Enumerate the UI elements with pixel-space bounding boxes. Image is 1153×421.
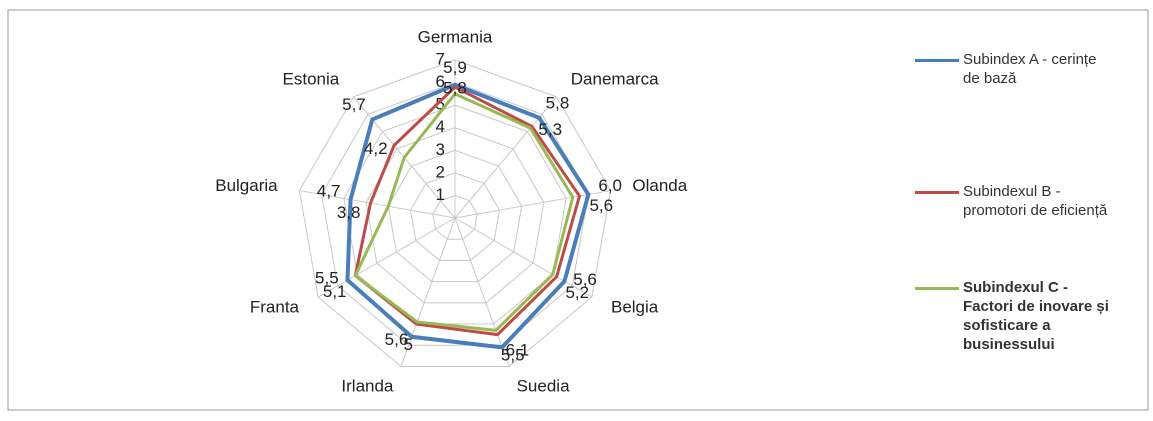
category-label: Franta <box>250 298 300 317</box>
data-label: 4,7 <box>317 181 341 200</box>
data-label: 6,0 <box>598 176 622 195</box>
spoke <box>299 190 456 219</box>
spoke <box>454 217 593 298</box>
data-label: 5,7 <box>342 95 366 114</box>
category-label: Irlanda <box>341 377 394 396</box>
legend-item: Subindex A - cerințe de bază <box>915 50 1145 88</box>
data-label: 5,5 <box>315 269 339 288</box>
data-label: 5,3 <box>538 120 562 139</box>
chart-border <box>7 9 1149 411</box>
category-label: Germania <box>418 27 493 46</box>
data-label: 5,6 <box>385 330 409 349</box>
grid-line <box>321 82 589 346</box>
grid-line <box>298 59 612 367</box>
grid-line <box>432 194 478 240</box>
spoke <box>454 217 510 367</box>
category-label: Belgia <box>611 298 659 317</box>
legend-label: Subindex A - cerințe de bază <box>963 51 1097 87</box>
data-label: 5 <box>403 335 412 354</box>
spoke <box>454 96 557 219</box>
legend-swatch <box>915 59 959 62</box>
data-label: 5,6 <box>589 196 613 215</box>
tick-label: 4 <box>436 117 445 136</box>
tick-label: 5 <box>436 95 445 114</box>
tick-label: 6 <box>436 72 445 91</box>
data-label: 5,6 <box>573 270 597 289</box>
data-label: 5,1 <box>323 282 347 301</box>
series-line <box>353 92 575 332</box>
category-label: Olanda <box>632 176 687 195</box>
legend-swatch <box>915 287 959 290</box>
data-label: 4,2 <box>364 139 388 158</box>
data-label: 5,8 <box>546 93 570 112</box>
grid-line <box>410 172 500 261</box>
data-label: 5,2 <box>565 283 589 302</box>
spoke <box>317 217 456 298</box>
data-label: 5,5 <box>501 346 525 365</box>
legend-swatch <box>915 191 959 194</box>
data-label: 6,1 <box>506 340 530 359</box>
category-label: Bulgaria <box>215 176 278 195</box>
data-label: 5,8 <box>443 78 467 97</box>
grid-line <box>343 104 567 325</box>
spoke <box>454 190 611 219</box>
tick-label: 2 <box>436 162 445 181</box>
legend-label: Subindexul B - promotori de eficiență <box>963 183 1108 219</box>
tick-label: 1 <box>436 185 445 204</box>
tick-label: 3 <box>436 140 445 159</box>
series-line <box>345 82 591 350</box>
tick-label: 7 <box>436 49 445 68</box>
category-label: Suedia <box>517 377 570 396</box>
category-label: Danemarca <box>571 70 659 89</box>
data-label: 3,8 <box>337 203 361 222</box>
category-label: Estonia <box>283 70 340 89</box>
legend-label: Subindexul C - Factori de inovare și sof… <box>963 279 1109 353</box>
grid-line <box>387 149 523 283</box>
legend-item: Subindexul C - Factori de inovare și sof… <box>915 278 1145 354</box>
legend-item: Subindexul B - promotori de eficiență <box>915 182 1145 220</box>
data-label: 5,9 <box>443 58 467 77</box>
series-line <box>353 85 582 337</box>
spoke <box>400 217 456 367</box>
